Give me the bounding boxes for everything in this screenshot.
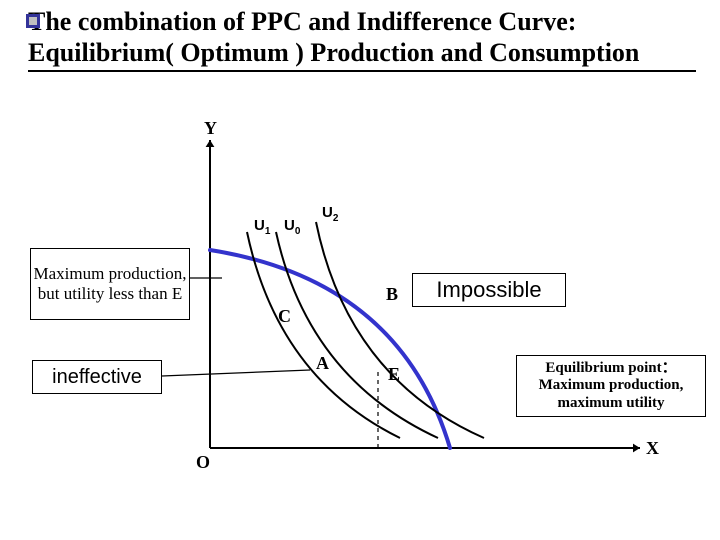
curve-label-U2: U2 [322,204,338,224]
x-axis-label: X [646,438,659,459]
label-ineffective: ineffective [32,360,162,394]
point-label-C: C [278,306,291,327]
label-equilibrium-point: Equilibrium point：Maximum production, ma… [516,355,706,417]
origin-label: O [196,452,210,473]
curve-label-U0: U0 [284,217,300,237]
point-label-E: E [388,364,400,385]
y-axis-label: Y [204,118,217,139]
point-label-B: B [386,284,398,305]
point-label-A: A [316,353,329,374]
label-max-production: Maximum production, but utility less tha… [30,248,190,320]
curve-label-U1: U1 [254,217,270,237]
label-impossible: Impossible [412,273,566,307]
